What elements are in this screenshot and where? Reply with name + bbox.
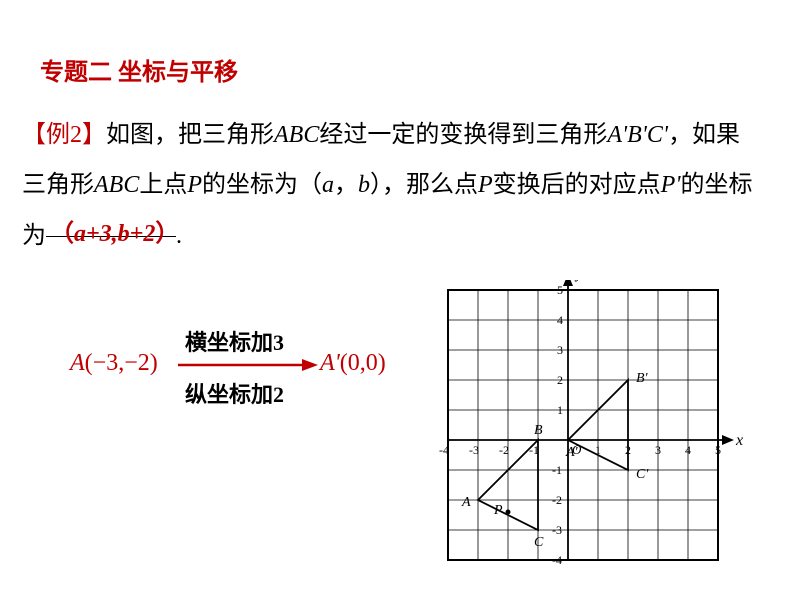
svg-text:-3: -3 xyxy=(552,523,562,537)
svg-text:3: 3 xyxy=(557,343,563,357)
svg-text:5: 5 xyxy=(557,283,563,297)
example-label: 【例2】 xyxy=(22,122,106,148)
svg-text:3: 3 xyxy=(655,443,661,457)
svg-text:5: 5 xyxy=(715,443,721,457)
svg-text:C': C' xyxy=(636,467,649,482)
problem-statement: 【例2】如图，把三角形ABC经过一定的变换得到三角形A'B'C'，如果三角形AB… xyxy=(22,110,764,261)
answer-body: a+3,b+2 xyxy=(74,221,155,247)
text: 如图，把三角形 xyxy=(106,122,274,148)
text: ），那么点 xyxy=(370,172,478,198)
answer-blank: （a+3,b+2） xyxy=(46,211,176,237)
point-p: P xyxy=(187,172,202,198)
svg-text:2: 2 xyxy=(557,373,563,387)
svg-text:-4: -4 xyxy=(552,553,562,567)
paren: ） xyxy=(155,221,179,247)
var-b: b xyxy=(358,172,370,198)
rule-text: 纵坐标加 xyxy=(185,382,273,407)
svg-text:-2: -2 xyxy=(499,443,509,457)
arrow-icon xyxy=(178,355,318,375)
rule-num: 3 xyxy=(273,330,284,355)
paren: （ xyxy=(50,221,74,247)
svg-text:x: x xyxy=(735,432,743,449)
rule-num: 2 xyxy=(273,382,284,407)
point-a-label: A(−3,−2) xyxy=(70,350,158,377)
triangle-abc-prime: A'B'C' xyxy=(607,122,668,148)
svg-text:1: 1 xyxy=(557,403,563,417)
svg-text:P: P xyxy=(493,503,503,518)
coords: (−3,−2) xyxy=(85,350,158,376)
text: 变换后的对应点 xyxy=(493,172,661,198)
answer: （a+3,b+2） xyxy=(50,221,179,247)
svg-text:A': A' xyxy=(565,445,579,460)
rule-text: 横坐标加 xyxy=(185,330,273,355)
point-p-prime: P' xyxy=(661,172,681,198)
rule-x: 横坐标加3 xyxy=(185,325,284,357)
label: A' xyxy=(320,350,340,376)
rule-y: 纵坐标加2 xyxy=(185,377,284,409)
svg-text:B': B' xyxy=(636,371,649,386)
svg-text:A: A xyxy=(461,495,471,510)
coords: (0,0) xyxy=(340,350,386,376)
section-title: 专题二 坐标与平移 xyxy=(40,52,238,87)
triangle-abc: ABC xyxy=(274,122,319,148)
comma: ， xyxy=(334,172,358,198)
text: 经过一定的变换得到三角形 xyxy=(319,122,607,148)
coordinate-plane: xy-4-3-2-112345-4-3-2-112345OABCA'B'C'P xyxy=(438,280,758,580)
triangle-abc: ABC xyxy=(94,172,139,198)
text: 上点 xyxy=(139,172,187,198)
text: 的坐标为（ xyxy=(202,172,322,198)
point-a-prime-label: A'(0,0) xyxy=(320,350,386,377)
svg-text:B: B xyxy=(534,423,543,438)
svg-text:4: 4 xyxy=(685,443,691,457)
svg-text:4: 4 xyxy=(557,313,563,327)
svg-text:-3: -3 xyxy=(469,443,479,457)
label: A xyxy=(70,350,85,376)
svg-text:-4: -4 xyxy=(439,443,449,457)
svg-text:-1: -1 xyxy=(552,463,562,477)
svg-text:y: y xyxy=(574,280,584,282)
svg-text:C: C xyxy=(534,535,544,550)
svg-text:-2: -2 xyxy=(552,493,562,507)
var-a: a xyxy=(322,172,334,198)
point-p: P xyxy=(478,172,493,198)
